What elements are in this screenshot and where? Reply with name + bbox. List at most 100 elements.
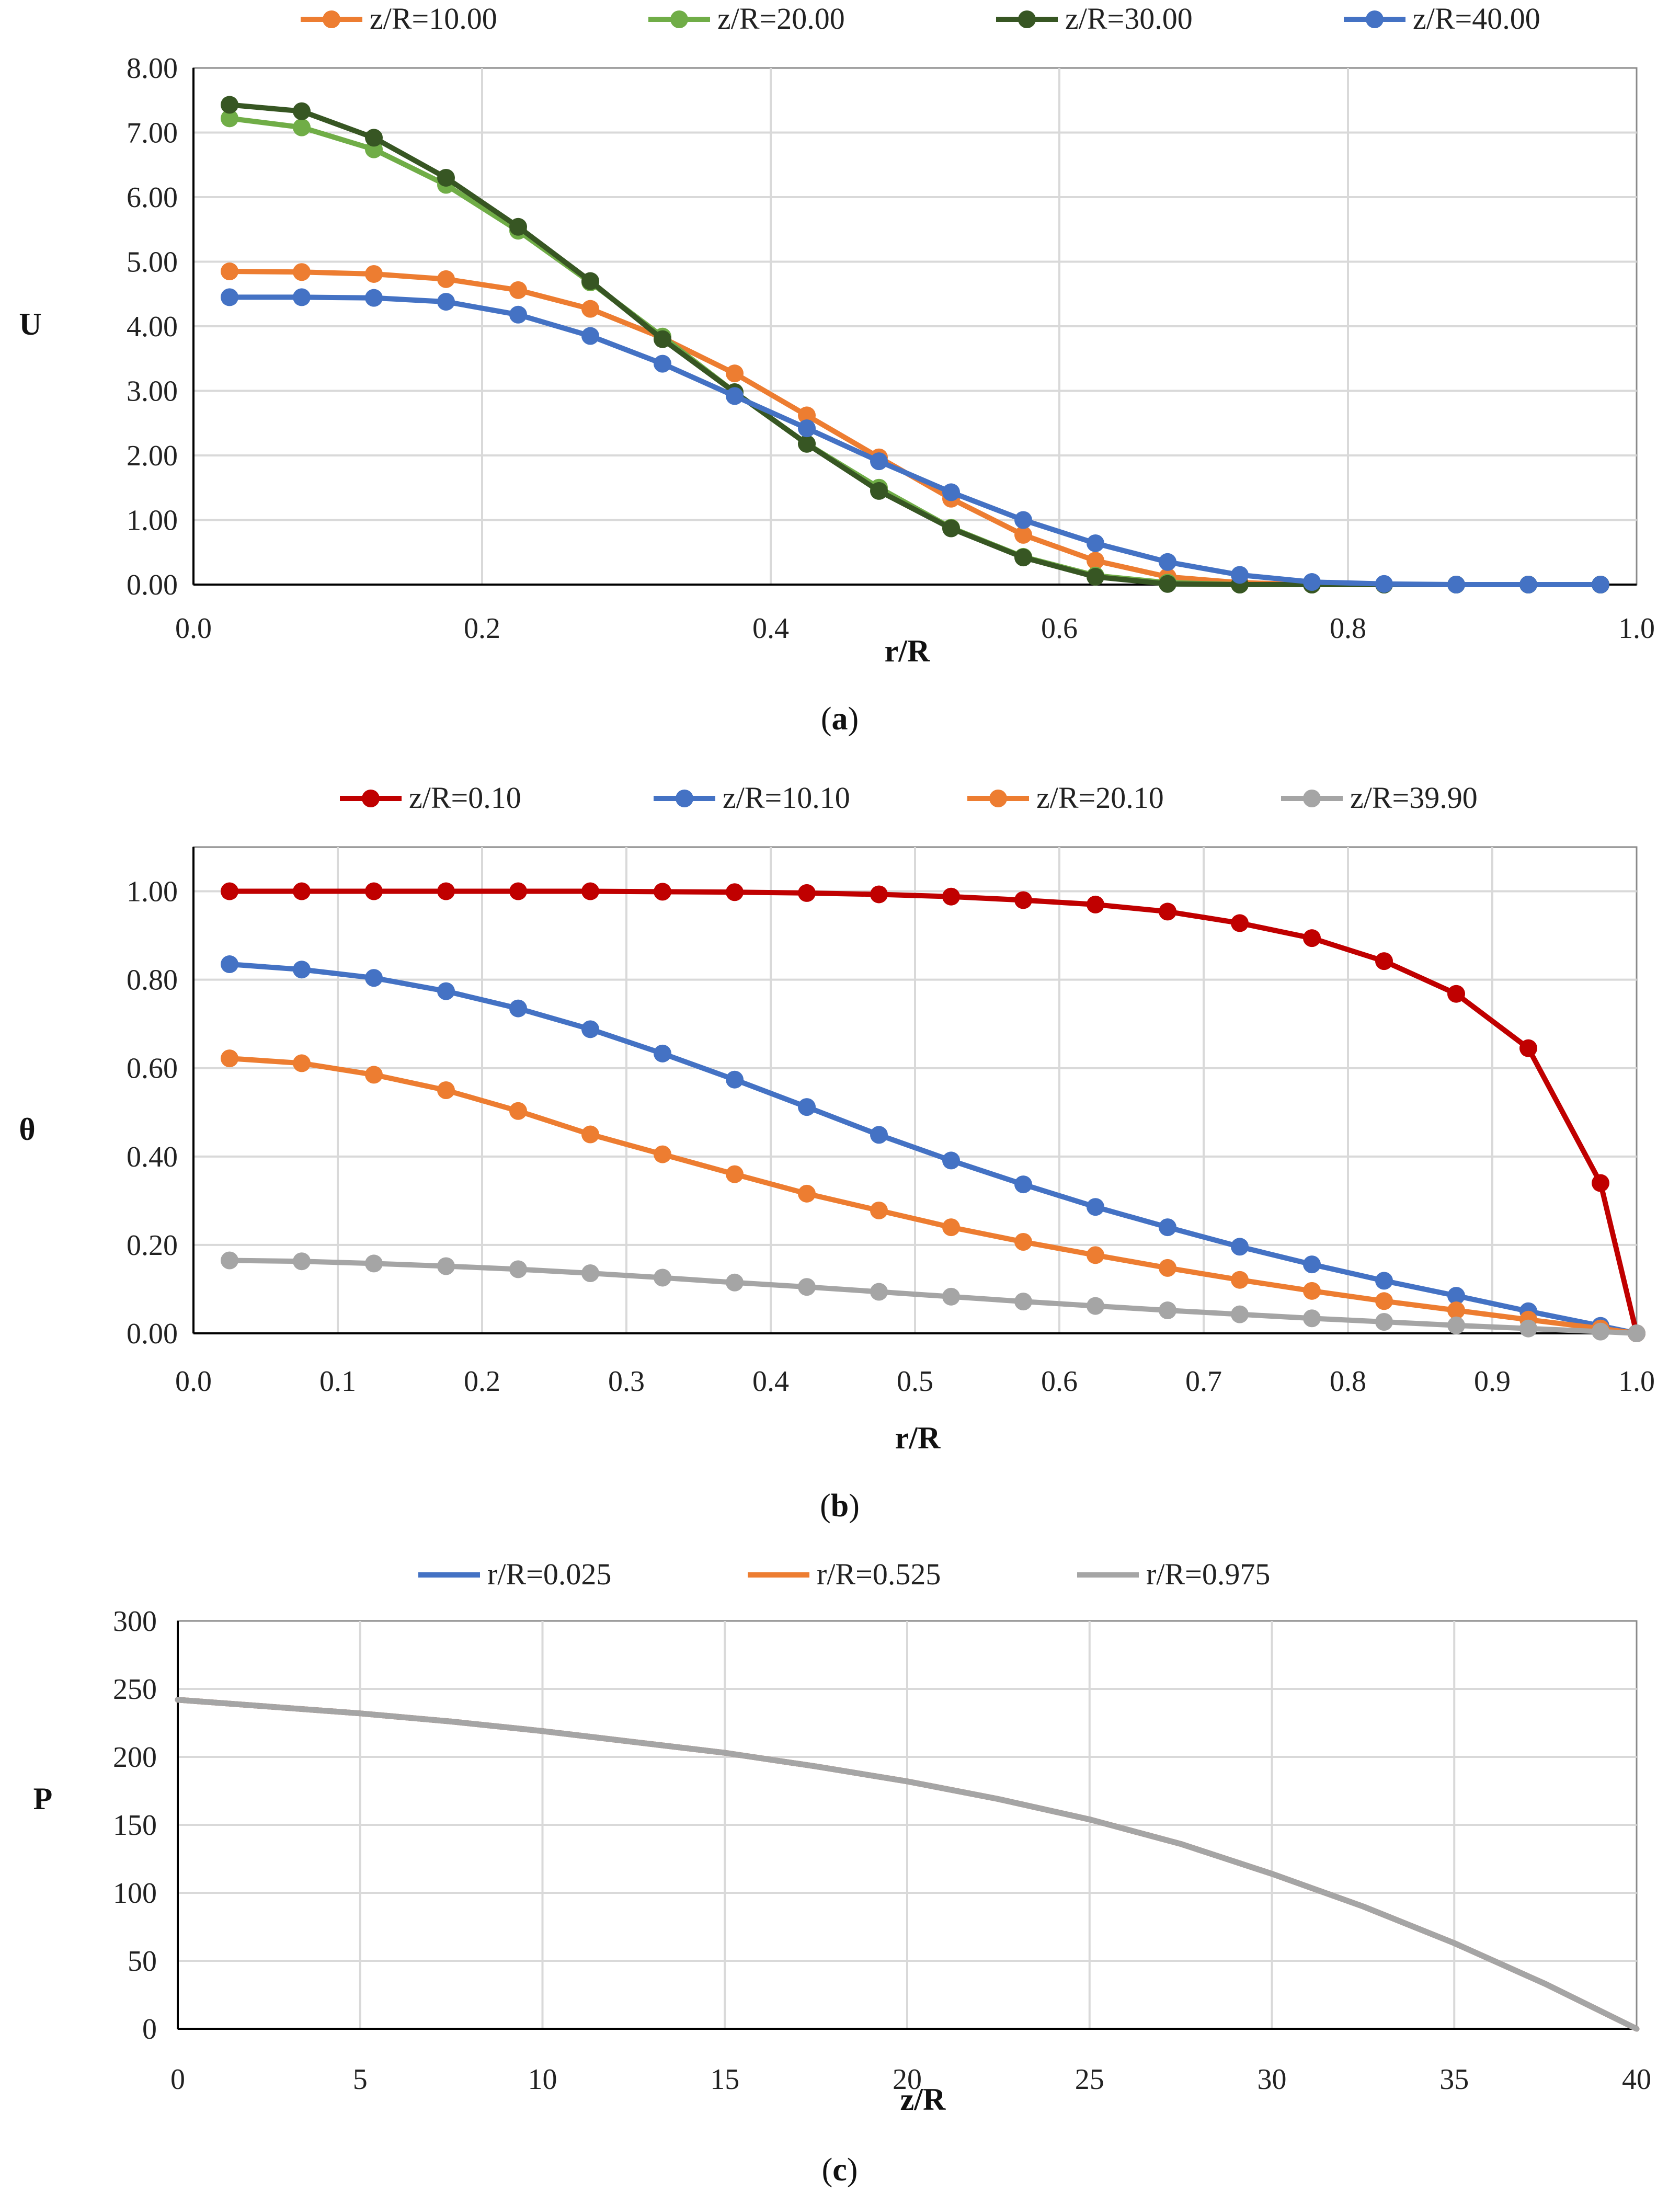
data-point — [581, 882, 599, 900]
data-point — [221, 1251, 238, 1270]
data-point — [654, 1145, 671, 1163]
legend-label: z/R=20.00 — [717, 2, 845, 36]
data-point — [365, 969, 383, 987]
data-point — [1592, 1174, 1609, 1192]
legend-entry: z/R=39.90 — [1281, 781, 1478, 815]
legend-marker — [989, 790, 1007, 807]
data-point — [1375, 1313, 1393, 1331]
data-point — [1087, 568, 1104, 586]
data-point — [1231, 566, 1249, 584]
chart-a: 0.0 0.2 0.4 0.6 0.8 1.0 0.00 1.00 2.00 3.00 4.00 5.… — [19, 2, 1655, 737]
data-point — [1014, 549, 1032, 567]
x-tick-label: 0.4 — [752, 612, 789, 645]
x-tick-label: 0.8 — [1330, 1365, 1366, 1398]
data-point — [509, 1260, 527, 1278]
data-point — [581, 272, 599, 290]
data-point — [726, 387, 744, 405]
data-point — [437, 1257, 455, 1275]
x-tick-label: 0.8 — [1330, 612, 1366, 645]
data-point — [1159, 1301, 1176, 1320]
data-point — [1592, 576, 1609, 593]
data-point — [942, 483, 960, 501]
data-point — [1303, 1255, 1321, 1274]
data-point — [221, 288, 238, 306]
data-point — [437, 270, 455, 288]
data-point — [942, 1287, 960, 1306]
x-tick-label: 35 — [1439, 2063, 1469, 2096]
x-tick-label: 0.1 — [319, 1365, 356, 1398]
data-point — [654, 330, 671, 348]
y-tick-label: 0.00 — [127, 569, 178, 601]
x-tick-label: 40 — [1622, 2063, 1651, 2096]
data-point — [581, 1125, 599, 1144]
data-point — [726, 364, 744, 383]
data-point — [1014, 1175, 1032, 1194]
data-point — [1159, 1259, 1176, 1277]
legend-entry: z/R=10.10 — [654, 781, 850, 815]
data-point — [1087, 895, 1104, 913]
data-point — [1303, 1282, 1321, 1300]
legend-marker — [1303, 790, 1321, 807]
data-point — [293, 263, 311, 281]
y-tick-label: 6.00 — [127, 181, 178, 214]
y-tick-label: 0.20 — [127, 1229, 178, 1262]
series-r/R=0.975 — [175, 1697, 1640, 2032]
x-tick-label: 20 — [893, 2063, 922, 2096]
data-point — [293, 882, 311, 900]
data-point — [654, 1269, 671, 1287]
x-tick-label: 5 — [353, 2063, 368, 2096]
data-point — [293, 1054, 311, 1072]
data-point — [1087, 1297, 1104, 1315]
x-tick-label: 0.3 — [608, 1365, 645, 1398]
y-tick-label: 3.00 — [127, 375, 178, 408]
series-z/R=20.10 — [221, 1049, 1645, 1342]
data-point — [942, 519, 960, 538]
series-z/R=39.90 — [221, 1251, 1645, 1342]
data-point — [1592, 1322, 1609, 1341]
data-point — [1231, 1305, 1249, 1323]
y-tick-label: 2.00 — [127, 440, 178, 472]
y-tick-label: 0.60 — [127, 1053, 178, 1085]
x-axis-title: r/R — [885, 634, 930, 668]
data-point — [293, 961, 311, 979]
data-point — [221, 1049, 238, 1068]
legend-entry: r/R=0.025 — [418, 1557, 611, 1591]
y-tick-label: 1.00 — [127, 505, 178, 537]
data-point — [726, 1165, 744, 1183]
x-tick-label: 0.6 — [1041, 1365, 1078, 1398]
data-point — [1087, 534, 1104, 552]
data-point — [221, 109, 238, 128]
data-point — [654, 1044, 671, 1062]
data-point — [870, 452, 888, 471]
data-point — [509, 281, 527, 299]
x-tick-label: 15 — [710, 2063, 739, 2096]
y-axis-title: U — [19, 307, 41, 341]
caption-letter: c — [832, 2152, 847, 2188]
data-point — [654, 355, 671, 373]
data-point — [1303, 573, 1321, 591]
caption-paren: ) — [849, 1488, 860, 1524]
y-axis-title: P — [33, 1781, 53, 1816]
data-point — [365, 289, 383, 307]
y-tick-label: 0.80 — [127, 964, 178, 997]
y-tick-label: 8.00 — [127, 52, 178, 85]
y-tick-label: 7.00 — [127, 117, 178, 150]
data-point — [1375, 575, 1393, 593]
data-point — [509, 999, 527, 1018]
data-point — [1519, 576, 1537, 593]
data-point — [798, 884, 816, 902]
data-point — [1159, 575, 1176, 593]
data-point — [437, 168, 455, 187]
series-z/R=40.00 — [221, 288, 1609, 593]
x-tick-label: 0.2 — [464, 1365, 500, 1398]
series-line — [175, 1697, 1640, 2032]
data-point — [1375, 1272, 1393, 1290]
data-point — [1014, 511, 1032, 529]
legend-entry: z/R=30.00 — [996, 2, 1193, 36]
data-point — [293, 1252, 311, 1271]
x-tick-label: 0.9 — [1474, 1365, 1511, 1398]
legend-label: z/R=10.00 — [370, 2, 497, 36]
legend-label: z/R=10.10 — [723, 781, 850, 815]
data-point — [798, 419, 816, 438]
